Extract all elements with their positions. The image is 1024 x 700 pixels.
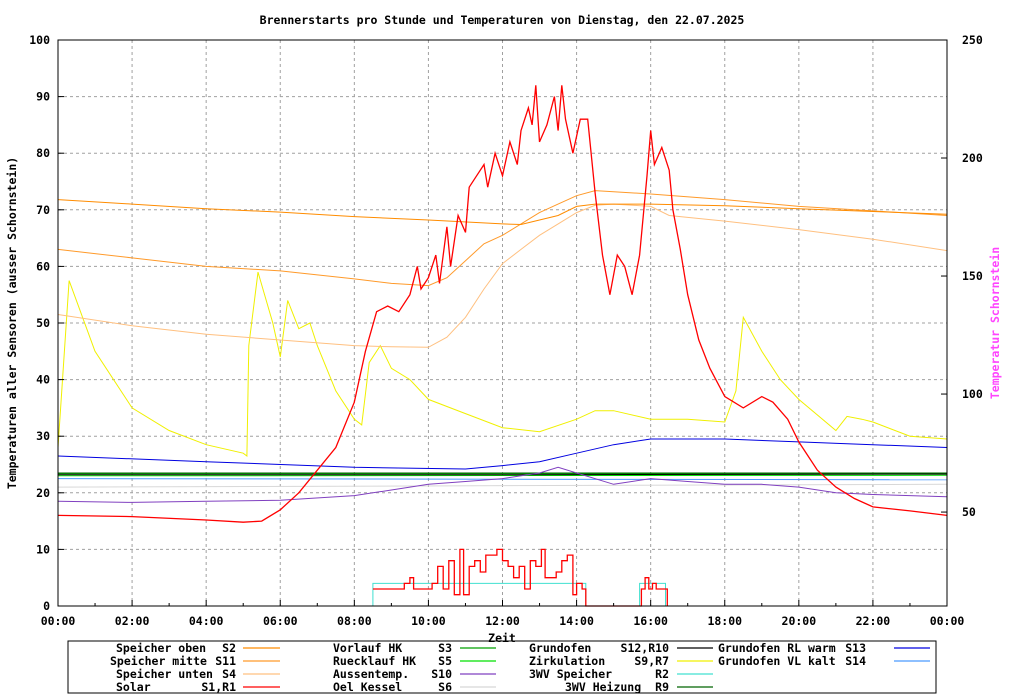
y-tick-label: 40 — [36, 373, 50, 387]
legend-entry: S12,R10 Grundofen — [529, 641, 713, 655]
series-line-s2 — [57, 199, 948, 226]
legend-code: S6 — [438, 680, 452, 694]
series-line-s1-r1 — [57, 85, 948, 523]
y-tick-label: 100 — [29, 33, 50, 47]
x-axis-label: Zeit — [488, 631, 516, 645]
legend-code: S10 — [431, 667, 452, 681]
x-tick-label: 22:00 — [856, 614, 891, 628]
legend-code: S13 — [845, 641, 866, 655]
legend-code: S2 — [222, 641, 236, 655]
legend-code: S3 — [438, 641, 452, 655]
burner-starts-steps — [372, 548, 668, 607]
legend-code: S14 — [845, 654, 866, 668]
legend-box — [67, 640, 937, 694]
y-tick-label: 80 — [36, 146, 50, 160]
series-line-s10 — [57, 466, 948, 503]
legend-entry: S1,R1 Solar — [116, 680, 280, 694]
grid — [58, 40, 947, 606]
legend-entry: S2 Speicher oben — [116, 641, 280, 655]
legend-code: S12,R10 — [621, 641, 670, 655]
legend-entry: S5 Ruecklauf HK — [333, 654, 496, 668]
legend-label: Oel Kessel — [333, 680, 402, 694]
axes: 0 10 20 30 40 50 60 70 80 90 100 50 100 150 200 250 00:0… — [29, 33, 983, 628]
y-tick-label: 30 — [36, 429, 50, 443]
legend-code: R2 — [655, 667, 669, 681]
y2-tick-label: 50 — [962, 505, 976, 519]
series-line-s12-r10 — [58, 473, 948, 476]
y2-tick-label: 100 — [962, 387, 983, 401]
x-tick-label: 04:00 — [189, 614, 224, 628]
legend-entry: S9,R7 Zirkulation — [529, 654, 713, 668]
series-line-s11 — [57, 190, 948, 287]
x-tick-label: 00:00 — [930, 614, 965, 628]
legend-label: Speicher mitte — [110, 654, 207, 668]
x-tick-label: 14:00 — [559, 614, 594, 628]
legend-entry: S14 Grundofen VL kalt — [718, 654, 930, 668]
legend-label: Speicher unten — [116, 667, 213, 681]
legend-label: 3WV Heizung — [565, 680, 641, 694]
y-tick-label: 50 — [36, 316, 50, 330]
y-tick-label: 0 — [43, 599, 50, 613]
y-axis-label: Temperaturen aller Sensoren (ausser Scho… — [5, 157, 19, 489]
y-tick-label: 10 — [36, 542, 50, 556]
legend-code: S4 — [222, 667, 236, 681]
legend-code: S9,R7 — [634, 654, 669, 668]
legend-entry: S10 Aussentemp. — [333, 667, 496, 681]
y2-axis-label: Temperatur Schornstein — [988, 247, 1002, 399]
x-tick-label: 18:00 — [707, 614, 742, 628]
x-tick-label: 06:00 — [263, 614, 298, 628]
legend-label: Aussentemp. — [333, 667, 409, 681]
x-tick-label: 02:00 — [115, 614, 150, 628]
y-tick-label: 20 — [36, 486, 50, 500]
y-tick-label: 60 — [36, 259, 50, 273]
legend-code: S1,R1 — [201, 680, 236, 694]
legend-entry: R9 3WV Heizung — [565, 680, 713, 694]
x-tick-label: 00:00 — [41, 614, 76, 628]
y2-tick-label: 200 — [962, 151, 983, 165]
y-tick-label: 90 — [36, 90, 50, 104]
y2-tick-label: 250 — [962, 33, 983, 47]
x-tick-label: 16:00 — [633, 614, 668, 628]
legend-label: Grundofen — [529, 641, 591, 655]
legend-entry: R2 3WV Speicher — [529, 667, 713, 681]
legend-label: Ruecklauf HK — [333, 654, 416, 668]
series-line-s6 — [57, 483, 948, 488]
y-tick-label: 70 — [36, 203, 50, 217]
legend-label: Speicher oben — [116, 641, 206, 655]
legend-entry: S4 Speicher unten — [116, 667, 280, 681]
x-tick-label: 10:00 — [411, 614, 446, 628]
legend-label: Vorlauf HK — [333, 641, 402, 655]
legend-label: Grundofen RL warm — [718, 641, 836, 655]
legend-label: Grundofen VL kalt — [718, 654, 836, 668]
series-line-s9-r7 — [57, 271, 948, 457]
legend-code: S11 — [215, 654, 236, 668]
legend-entry: S13 Grundofen RL warm — [718, 641, 930, 655]
legend-entry: S3 Vorlauf HK — [333, 641, 496, 655]
x-tick-label: 12:00 — [485, 614, 520, 628]
legend-entry: S11 Speicher mitte — [110, 654, 280, 668]
y2-tick-label: 150 — [962, 269, 983, 283]
legend-entry: S6 Oel Kessel — [333, 680, 496, 694]
x-tick-label: 08:00 — [337, 614, 372, 628]
series-layer — [57, 85, 948, 607]
legend-code: S5 — [438, 654, 452, 668]
legend-code: R9 — [655, 680, 669, 694]
legend-label: Zirkulation — [529, 654, 605, 668]
series-line-s5 — [57, 474, 948, 477]
series-line-s14 — [57, 478, 948, 481]
legend-label: 3WV Speicher — [529, 667, 612, 681]
chart-title: Brennerstarts pro Stunde und Temperature… — [260, 13, 745, 27]
x-tick-label: 20:00 — [782, 614, 817, 628]
series-line-s4 — [57, 203, 948, 348]
legend-label: Solar — [116, 680, 151, 694]
legend: S2 Speicher oben S11 Speicher mitte S4 Speich… — [110, 641, 930, 694]
